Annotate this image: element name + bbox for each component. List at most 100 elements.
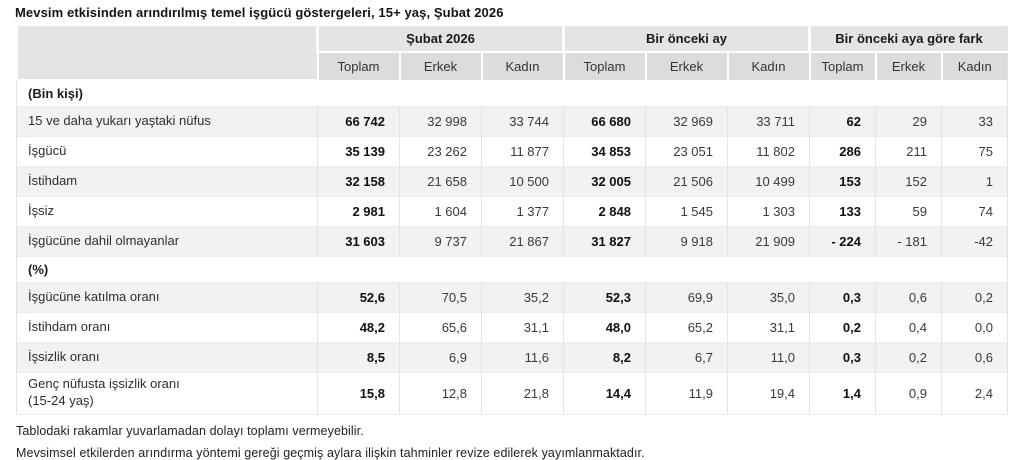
table-row: İşgücüne katılma oranı 52,6 70,5 35,2 52,3 69… xyxy=(16,282,1008,313)
table-header: Şubat 2026 Bir önceki ay Bir önceki aya … xyxy=(15,26,1008,81)
value-cell: 2 848 xyxy=(563,196,646,227)
value-cell: 75 xyxy=(941,136,1008,167)
value-cell: 2,4 xyxy=(941,372,1008,415)
value-cell: 70,5 xyxy=(399,282,482,313)
value-cell: 33 744 xyxy=(481,106,564,137)
sub-header-row: Toplam Erkek Kadın Toplam Erkek Kadın Toplam Er… xyxy=(17,52,1008,80)
value-cell: - 224 xyxy=(809,226,876,257)
value-cell: 65,2 xyxy=(645,312,728,343)
section-label: (%) xyxy=(16,256,1008,283)
value-cell: 23 262 xyxy=(399,136,482,167)
row-label: 15 ve daha yukarı yaştaki nüfus xyxy=(16,106,318,137)
value-cell: 32 005 xyxy=(563,166,646,197)
value-cell: 48,0 xyxy=(563,312,646,343)
value-cell: 31,1 xyxy=(481,312,564,343)
section-label: (Bin kişi) xyxy=(16,80,1008,107)
value-cell: 1 604 xyxy=(399,196,482,227)
value-cell: 66 742 xyxy=(317,106,400,137)
value-cell: 286 xyxy=(809,136,876,167)
value-cell: 23 051 xyxy=(645,136,728,167)
value-cell: 21 867 xyxy=(481,226,564,257)
value-cell: 35,0 xyxy=(727,282,810,313)
value-cell: 9 737 xyxy=(399,226,482,257)
value-cell: 0,2 xyxy=(875,342,942,373)
value-cell: 1 xyxy=(941,166,1008,197)
footnotes: Tablodaki rakamlar yuvarlamadan dolayı t… xyxy=(15,424,1010,460)
value-cell: 59 xyxy=(875,196,942,227)
page-title: Mevsim etkisinden arındırılmış temel işg… xyxy=(15,5,504,20)
value-cell: 152 xyxy=(875,166,942,197)
value-cell: 21,8 xyxy=(481,372,564,415)
column-header-toplam: Toplam xyxy=(316,52,400,80)
value-cell: 0,0 xyxy=(941,312,1008,343)
value-cell: 11 802 xyxy=(727,136,810,167)
value-cell: 2 981 xyxy=(317,196,400,227)
table-row: İstihdam oranı 48,2 65,6 31,1 48,0 65,2 31,1 0,… xyxy=(16,312,1008,343)
table-row: İşgücü 35 139 23 262 11 877 34 853 23 051 11 8… xyxy=(16,136,1008,167)
value-cell: 74 xyxy=(941,196,1008,227)
value-cell: 0,9 xyxy=(875,372,942,415)
footnote-rounding: Tablodaki rakamlar yuvarlamadan dolayı t… xyxy=(16,423,364,438)
value-cell: 1,4 xyxy=(809,372,876,415)
value-cell: 66 680 xyxy=(563,106,646,137)
value-cell: 0,4 xyxy=(875,312,942,343)
value-cell: 35 139 xyxy=(317,136,400,167)
value-cell: 32 969 xyxy=(645,106,728,137)
labour-indicators-table: Şubat 2026 Bir önceki ay Bir önceki aya … xyxy=(15,26,1008,415)
value-cell: 33 xyxy=(941,106,1008,137)
value-cell: 0,2 xyxy=(941,282,1008,313)
value-cell: 8,5 xyxy=(317,342,400,373)
value-cell: 65,6 xyxy=(399,312,482,343)
value-cell: 11,9 xyxy=(645,372,728,415)
row-label: İstihdam oranı xyxy=(16,312,318,343)
value-cell: 31 603 xyxy=(317,226,400,257)
row-label: İstihdam xyxy=(16,166,318,197)
value-cell: 1 545 xyxy=(645,196,728,227)
row-label: İşgücüne dahil olmayanlar xyxy=(16,226,318,257)
column-group-previous-month: Bir önceki ay xyxy=(562,26,810,53)
row-label: İşsizlik oranı xyxy=(16,342,318,373)
value-cell: 32 158 xyxy=(317,166,400,197)
column-header-toplam: Toplam xyxy=(562,52,646,80)
value-cell: 133 xyxy=(809,196,876,227)
value-cell: 0,6 xyxy=(875,282,942,313)
corner-header-cell xyxy=(15,26,318,81)
value-cell: 31 827 xyxy=(563,226,646,257)
value-cell: 211 xyxy=(875,136,942,167)
row-label: İşgücü xyxy=(16,136,318,167)
value-cell: 0,2 xyxy=(809,312,876,343)
column-group-row: Şubat 2026 Bir önceki ay Bir önceki aya … xyxy=(15,26,1008,81)
value-cell: 15,8 xyxy=(317,372,400,415)
column-header-kadın: Kadın xyxy=(726,52,810,80)
column-group-current-month: Şubat 2026 xyxy=(316,26,564,53)
column-header-kadın: Kadın xyxy=(940,52,1008,80)
value-cell: 32 998 xyxy=(399,106,482,137)
table-body: (Bin kişi) 15 ve daha yukarı yaştaki nüfu… xyxy=(16,80,1008,415)
row-label: Genç nüfusta işsizlik oranı (15-24 yaş) xyxy=(16,372,318,415)
section-header-row: (Bin kişi) xyxy=(16,80,1008,107)
value-cell: - 181 xyxy=(875,226,942,257)
value-cell: 9 918 xyxy=(645,226,728,257)
value-cell: 34 853 xyxy=(563,136,646,167)
value-cell: 62 xyxy=(809,106,876,137)
column-header-erkek: Erkek xyxy=(398,52,482,80)
value-cell: 10 500 xyxy=(481,166,564,197)
value-cell: 52,6 xyxy=(317,282,400,313)
value-cell: 10 499 xyxy=(727,166,810,197)
value-cell: 12,8 xyxy=(399,372,482,415)
value-cell: 11,6 xyxy=(481,342,564,373)
value-cell: 6,9 xyxy=(399,342,482,373)
table-row: Genç nüfusta işsizlik oranı (15-24 yaş) 1… xyxy=(16,372,1008,415)
column-header-erkek: Erkek xyxy=(874,52,942,80)
section-header-row: (%) xyxy=(16,256,1008,283)
value-cell: 1 377 xyxy=(481,196,564,227)
footnote-revision: Mevsimsel etkilerden arındırma yöntemi g… xyxy=(16,445,645,460)
value-cell: 19,4 xyxy=(727,372,810,415)
value-cell: 33 711 xyxy=(727,106,810,137)
value-cell: 14,4 xyxy=(563,372,646,415)
value-cell: -42 xyxy=(941,226,1008,257)
column-header-kadın: Kadın xyxy=(480,52,564,80)
table-row: İşsizlik oranı 8,5 6,9 11,6 8,2 6,7 11,0 0,3 0,2… xyxy=(16,342,1008,373)
table-row: 15 ve daha yukarı yaştaki nüfus 66 742 32 … xyxy=(16,106,1008,137)
column-header-toplam: Toplam xyxy=(808,52,876,80)
